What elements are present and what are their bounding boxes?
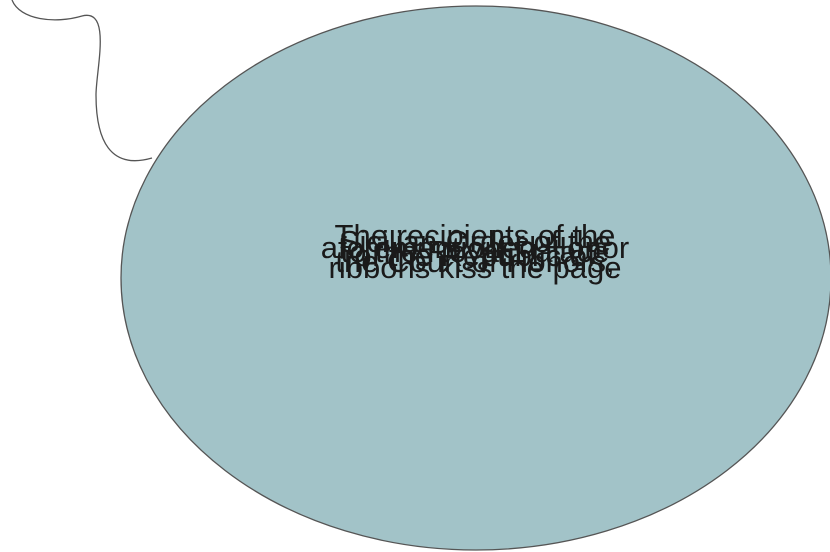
bubble-text-line: The recipients of the bbox=[334, 218, 616, 253]
bubble-text-line: the Court of Honors, bbox=[335, 244, 615, 279]
bubble-text-line: of the Republic of bbox=[354, 238, 596, 273]
bubble-text-line: Sicilian Order of the bbox=[338, 224, 612, 259]
connector-line bbox=[11, 0, 153, 162]
speech-bubble-ellipse bbox=[120, 5, 830, 551]
bubble-text-overlapping: The recipients of the Sicilian Order of t… bbox=[240, 218, 710, 304]
bubble-text-line: aforementioned Honor bbox=[320, 230, 630, 265]
bubble-text-line: ribbons kiss the page bbox=[328, 250, 622, 285]
bubble-text-line: to the Royal Palace bbox=[340, 234, 610, 269]
